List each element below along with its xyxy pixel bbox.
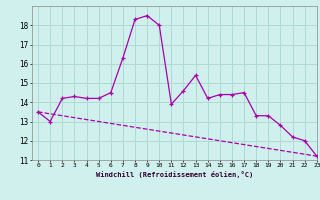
X-axis label: Windchill (Refroidissement éolien,°C): Windchill (Refroidissement éolien,°C) (96, 171, 253, 178)
